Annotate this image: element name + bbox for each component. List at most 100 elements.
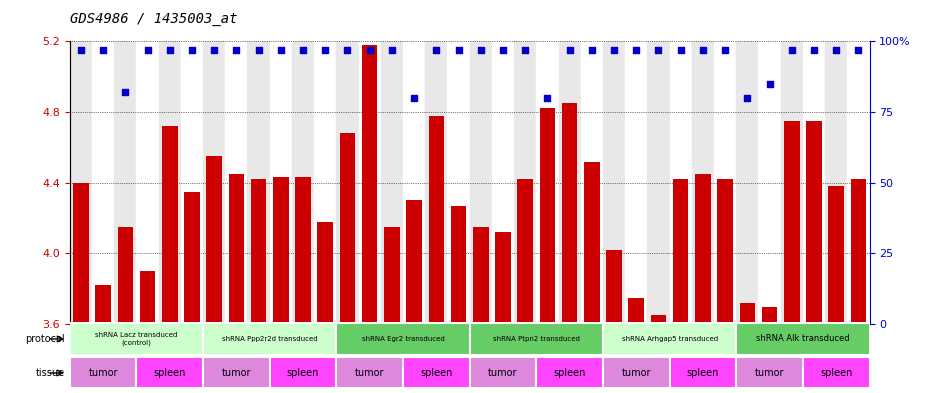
Point [673, 47, 688, 53]
Bar [651, 316, 666, 324]
Bar [137, 41, 159, 324]
Point [73, 47, 88, 53]
Point [740, 95, 755, 101]
Point [118, 89, 133, 95]
Point [518, 47, 533, 53]
Text: tumor: tumor [755, 368, 784, 378]
Text: tumor: tumor [488, 368, 518, 378]
Bar [384, 227, 400, 324]
Point [362, 47, 377, 53]
Bar [784, 121, 800, 324]
FancyBboxPatch shape [270, 358, 337, 388]
Bar [339, 133, 355, 324]
Bar [625, 41, 647, 324]
Bar [470, 41, 492, 324]
Bar [714, 41, 737, 324]
Point [140, 47, 155, 53]
FancyBboxPatch shape [203, 323, 337, 355]
Bar [803, 41, 825, 324]
Bar [429, 116, 445, 324]
Point [318, 47, 333, 53]
Bar [292, 41, 314, 324]
Point [829, 47, 844, 53]
Text: tumor: tumor [221, 368, 251, 378]
Bar [825, 41, 847, 324]
Bar [314, 41, 337, 324]
Bar [537, 41, 559, 324]
Text: shRNA Arhgap5 transduced: shRNA Arhgap5 transduced [621, 336, 718, 342]
Bar [140, 271, 155, 324]
Text: spleen: spleen [553, 368, 586, 378]
Text: tissue: tissue [36, 368, 65, 378]
Bar [851, 179, 866, 324]
Bar [203, 41, 225, 324]
Bar [451, 206, 466, 324]
Bar [229, 174, 245, 324]
FancyBboxPatch shape [537, 358, 603, 388]
Bar [159, 41, 180, 324]
Bar [403, 41, 425, 324]
FancyBboxPatch shape [70, 323, 203, 355]
Point [451, 47, 466, 53]
Bar [317, 222, 333, 324]
Bar [273, 178, 288, 324]
Point [340, 47, 355, 53]
Point [429, 47, 444, 53]
Bar [673, 179, 688, 324]
Bar [629, 298, 644, 324]
Bar [362, 45, 378, 324]
FancyBboxPatch shape [337, 323, 470, 355]
Point [473, 47, 488, 53]
Bar [180, 41, 203, 324]
Point [496, 47, 511, 53]
FancyBboxPatch shape [603, 358, 670, 388]
Point [851, 47, 866, 53]
Bar [695, 174, 711, 324]
Bar [447, 41, 470, 324]
Point [606, 47, 621, 53]
Bar [495, 232, 511, 324]
Text: protocol: protocol [25, 334, 65, 344]
FancyBboxPatch shape [203, 358, 270, 388]
Bar [580, 41, 603, 324]
FancyBboxPatch shape [470, 358, 537, 388]
Bar [670, 41, 692, 324]
Text: shRNA Lacz transduced
(control): shRNA Lacz transduced (control) [95, 332, 178, 346]
Bar [95, 285, 111, 324]
Text: shRNA Alk transduced: shRNA Alk transduced [756, 334, 850, 343]
Text: tumor: tumor [88, 368, 118, 378]
Point [406, 95, 421, 101]
FancyBboxPatch shape [603, 323, 737, 355]
FancyBboxPatch shape [70, 358, 137, 388]
Text: spleen: spleen [686, 368, 719, 378]
Bar [73, 183, 88, 324]
Point [651, 47, 666, 53]
Bar [692, 41, 714, 324]
Point [784, 47, 799, 53]
Bar [70, 41, 92, 324]
Bar [162, 126, 178, 324]
Bar [251, 179, 266, 324]
Text: shRNA Ppp2r2d transduced: shRNA Ppp2r2d transduced [222, 336, 317, 342]
Bar [380, 41, 403, 324]
Point [229, 47, 244, 53]
Text: shRNA Ptpn2 transduced: shRNA Ptpn2 transduced [493, 336, 579, 342]
Point [562, 47, 577, 53]
Bar [114, 41, 137, 324]
Point [540, 95, 555, 101]
Bar [739, 303, 755, 324]
Text: GDS4986 / 1435003_at: GDS4986 / 1435003_at [70, 12, 237, 26]
Point [206, 47, 221, 53]
Text: spleen: spleen [286, 368, 319, 378]
Point [273, 47, 288, 53]
Bar [184, 192, 200, 324]
Bar [247, 41, 270, 324]
Bar [562, 103, 578, 324]
Point [762, 81, 777, 87]
Bar [806, 121, 822, 324]
FancyBboxPatch shape [803, 358, 870, 388]
Bar [117, 227, 133, 324]
FancyBboxPatch shape [137, 358, 203, 388]
Bar [425, 41, 447, 324]
Bar [406, 200, 422, 324]
